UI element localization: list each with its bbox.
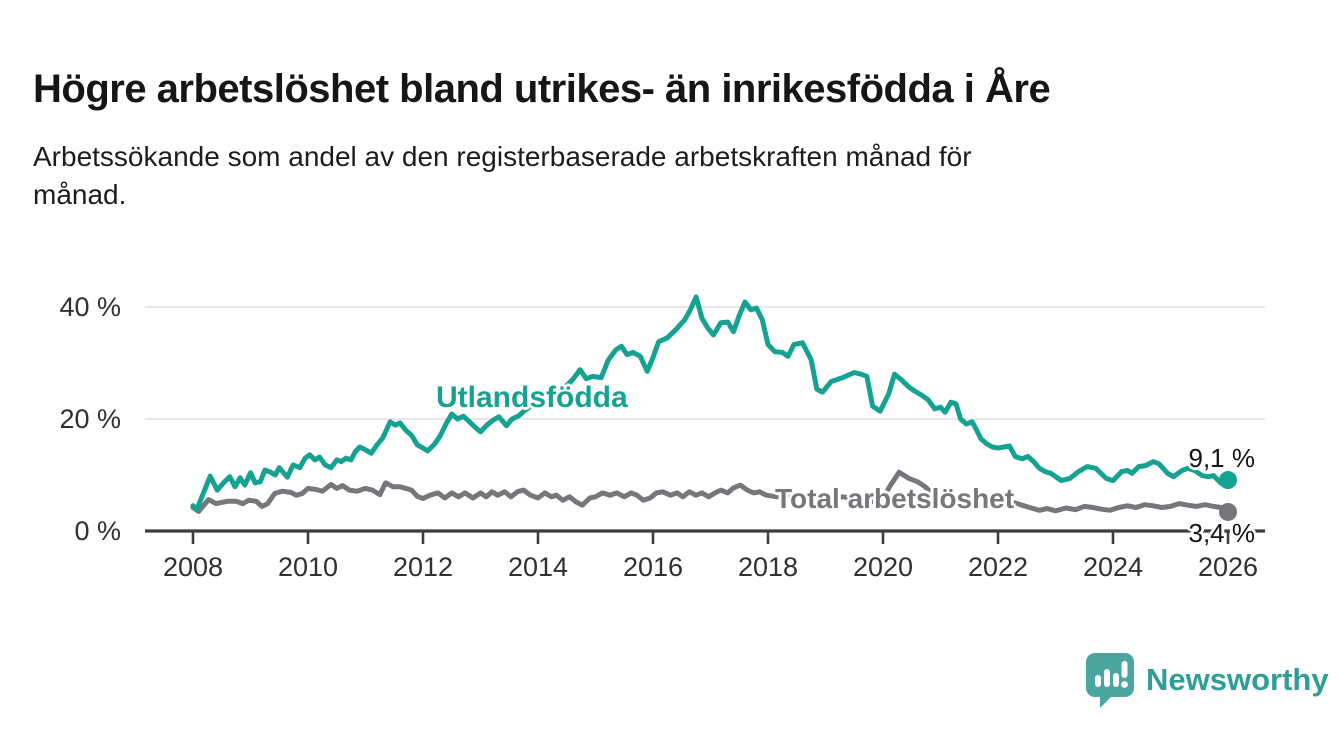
series-end-dot	[1219, 471, 1237, 490]
x-axis-tick-label: 2008	[163, 552, 223, 582]
y-axis-tick-label: 0 %	[74, 516, 121, 546]
y-axis-tick-label: 20 %	[59, 404, 121, 434]
newsworthy-brand-text: Newsworthy	[1146, 662, 1329, 697]
newsworthy-logo-icon	[1086, 653, 1134, 708]
x-axis-tick-label: 2010	[278, 552, 338, 582]
x-axis-tick-label: 2020	[853, 552, 913, 582]
newsworthy-brand: Newsworthy	[1085, 652, 1329, 708]
chart-title: Högre arbetslöshet bland utrikes- än inr…	[33, 66, 1051, 111]
series-line-utlandsfodda	[190, 294, 1231, 512]
end-value-label-utlandsfodda: 9,1 %	[1188, 443, 1256, 473]
series-line-total	[190, 469, 1231, 515]
end-value-label-total: 3,4 %	[1188, 518, 1256, 548]
chart-subtitle-line1: Arbetssökande som andel av den registerb…	[33, 141, 972, 172]
x-axis-tick-label: 2018	[738, 552, 798, 582]
series-end-dot	[1219, 502, 1237, 521]
x-axis-tick-label: 2014	[508, 552, 568, 582]
y-axis-tick-label: 40 %	[59, 292, 121, 322]
chart-subtitle: Arbetssökande som andel av den registerb…	[33, 138, 1253, 213]
chart-subtitle-line2: månad.	[33, 178, 127, 210]
x-axis-tick-label: 2012	[393, 552, 453, 582]
x-axis-tick-label: 2016	[623, 552, 683, 582]
x-axis-tick-label: 2026	[1198, 552, 1258, 582]
series-label-total-arbetsloshet: Total arbetslöshet	[775, 483, 1015, 514]
x-axis-tick-label: 2024	[1083, 552, 1143, 582]
x-axis-tick-label: 2022	[968, 552, 1028, 582]
series-label-utlandsfodda: Utlandsfödda	[436, 381, 628, 414]
